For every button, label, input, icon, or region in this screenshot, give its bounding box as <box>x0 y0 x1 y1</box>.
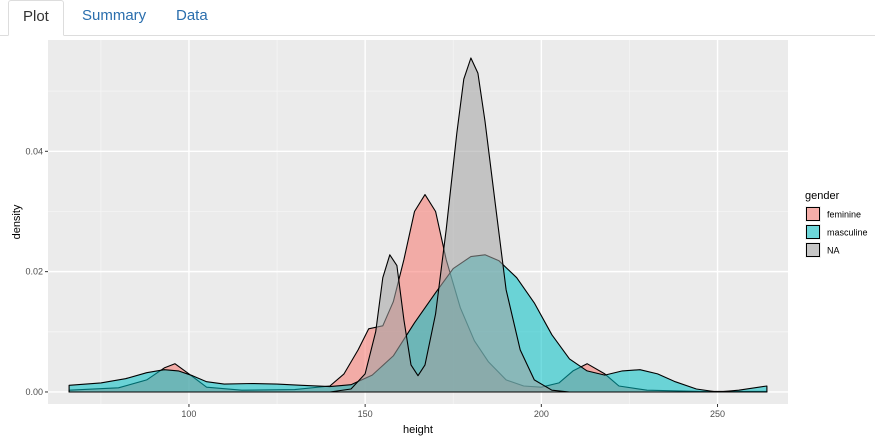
y-tick-label: 0.02 <box>25 267 43 277</box>
density-chart: 0.00 0.02 0.04 100 150 200 250 height density… <box>11 40 868 436</box>
x-tick-label: 200 <box>534 409 549 419</box>
legend-title: gender <box>805 190 840 202</box>
tab-plot[interactable]: Plot <box>8 0 64 36</box>
tab-data[interactable]: Data <box>176 7 208 24</box>
tab-bar: Plot Summary Data <box>0 0 875 36</box>
legend-key-feminine <box>806 207 820 221</box>
y-axis: 0.00 0.02 0.04 <box>25 146 48 397</box>
density-areas <box>68 57 768 393</box>
legend-label-feminine: feminine <box>827 210 861 220</box>
x-tick-label: 250 <box>710 409 725 419</box>
tab-summary[interactable]: Summary <box>82 7 147 24</box>
y-tick-label: 0.04 <box>25 146 43 156</box>
y-axis-title: density <box>11 204 23 239</box>
legend-label-masculine: masculine <box>827 228 868 238</box>
tab-bar-divider <box>0 35 875 36</box>
x-tick-label: 100 <box>181 409 196 419</box>
x-tick-label: 150 <box>358 409 373 419</box>
x-axis-title: height <box>403 424 433 436</box>
density-area-feminine <box>68 194 768 393</box>
y-tick-label: 0.00 <box>25 387 43 397</box>
legend-key-na <box>806 243 820 257</box>
legend: gender feminine masculine NA <box>805 190 868 258</box>
x-axis: 100 150 200 250 <box>181 404 725 419</box>
legend-label-na: NA <box>827 246 840 256</box>
density-area-na <box>329 57 571 393</box>
legend-key-masculine <box>806 225 820 239</box>
